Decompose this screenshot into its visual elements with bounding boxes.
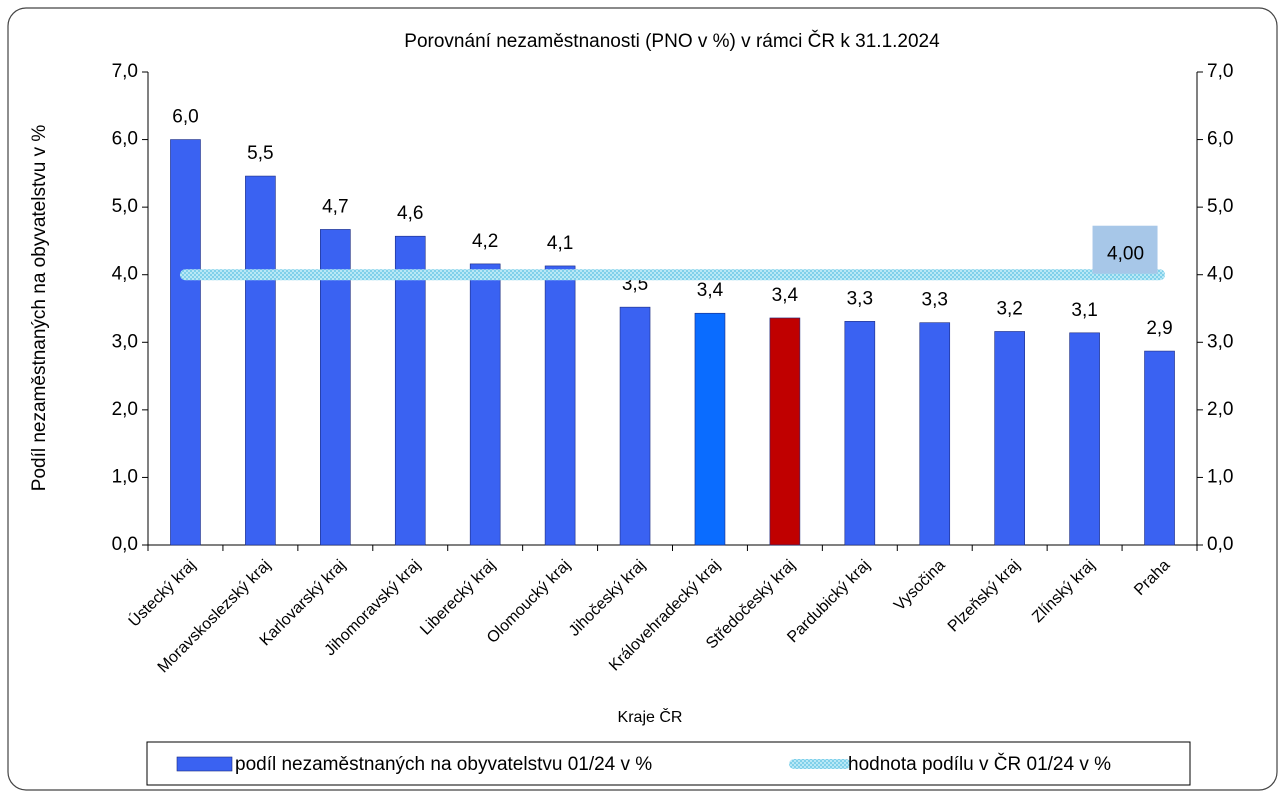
y2-tick-label: 2,0 [1207, 399, 1233, 420]
y2-tick-label: 7,0 [1207, 61, 1233, 82]
bar [619, 306, 651, 546]
y-tick-label: 0,0 [112, 534, 138, 555]
data-label: 3,4 [697, 280, 724, 301]
y2-tick-label: 4,0 [1207, 264, 1233, 285]
bar [694, 312, 726, 546]
data-label: 3,4 [772, 285, 799, 306]
data-label: 2,9 [1146, 318, 1172, 339]
data-label: 3,3 [922, 290, 948, 311]
bar [170, 139, 201, 546]
data-label: 4,00 [1107, 244, 1144, 265]
legend-swatch [176, 756, 233, 772]
data-label: 4,2 [472, 231, 498, 252]
bar [844, 321, 876, 546]
bar [245, 175, 276, 546]
data-label: 4,6 [397, 203, 423, 224]
y-tick-label: 6,0 [112, 129, 138, 150]
bar [1069, 332, 1100, 546]
bar [394, 235, 426, 546]
data-label: 3,1 [1071, 300, 1097, 321]
y2-tick-label: 6,0 [1207, 129, 1233, 150]
bar [320, 229, 351, 546]
bar [1144, 350, 1175, 546]
y-tick-label: 3,0 [112, 331, 138, 352]
data-label: 5,5 [247, 143, 273, 164]
legend-label: hodnota podílu v ČR 01/24 v % [848, 753, 1111, 775]
y2-tick-label: 0,0 [1207, 534, 1233, 555]
data-label: 4,7 [322, 196, 348, 217]
bar [469, 263, 501, 546]
bar [769, 317, 801, 546]
data-label: 6,0 [172, 107, 198, 128]
data-label: 3,3 [847, 288, 873, 309]
data-label: 4,1 [547, 233, 573, 254]
y2-tick-label: 5,0 [1207, 196, 1233, 217]
x-axis-label: Kraje ČR [618, 707, 683, 726]
y-tick-label: 5,0 [112, 196, 138, 217]
bar [994, 331, 1025, 546]
y-tick-label: 1,0 [112, 466, 138, 487]
bar [544, 265, 576, 546]
legend-box [146, 741, 1191, 786]
y-tick-label: 2,0 [112, 399, 138, 420]
chart-title: Porovnání nezaměstnanosti (PNO v %) v rá… [404, 30, 940, 52]
y-tick-label: 4,0 [112, 264, 138, 285]
y2-tick-label: 3,0 [1207, 331, 1233, 352]
data-label-box [1092, 225, 1158, 274]
y-axis-label: Podíl nezaměstnaných na obyvatelstvu v % [29, 125, 50, 492]
data-label: 3,2 [996, 298, 1022, 319]
y2-tick-label: 1,0 [1207, 466, 1233, 487]
bar [919, 322, 951, 546]
y-tick-label: 7,0 [112, 61, 138, 82]
legend-label: podíl nezaměstnaných na obyvatelstvu 01/… [235, 754, 652, 775]
